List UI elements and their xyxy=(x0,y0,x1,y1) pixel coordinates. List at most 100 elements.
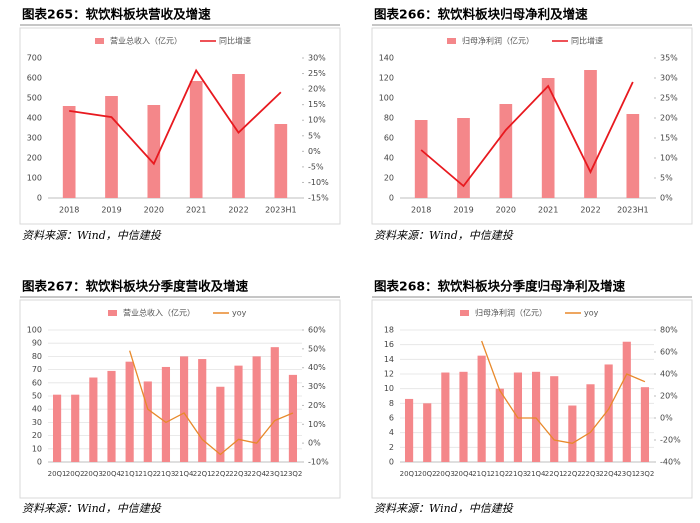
bar xyxy=(459,371,468,462)
y-tick-label: 600 xyxy=(27,74,42,83)
bar xyxy=(499,104,513,198)
legend-swatch xyxy=(460,310,469,316)
y2-tick-label: 15% xyxy=(660,134,678,143)
y2-tick-label: 30% xyxy=(308,54,326,63)
x-tick-label: 21Q3 xyxy=(508,470,527,478)
y-tick-label: 8 xyxy=(389,399,394,408)
x-tick-label: 23Q1 xyxy=(265,470,284,478)
y-tick-label: 700 xyxy=(27,54,42,63)
y2-tick-label: 60% xyxy=(660,348,678,357)
y-tick-label: 10 xyxy=(32,444,42,453)
y2-tick-label: 40% xyxy=(660,370,678,379)
legend-swatch xyxy=(447,38,456,44)
bar xyxy=(161,366,171,462)
y2-tick-label: 0% xyxy=(660,194,673,203)
y-tick-label: 20 xyxy=(384,174,394,183)
x-tick-label: 20Q2 xyxy=(418,470,437,478)
line-series xyxy=(481,340,646,444)
x-tick-label: 21Q3 xyxy=(156,470,175,478)
y-tick-label: 500 xyxy=(27,94,42,103)
chart-title: 图表266：软饮料板块归母净利及增速 xyxy=(374,7,588,22)
chart-frame xyxy=(371,299,693,499)
bar xyxy=(477,355,486,462)
bar xyxy=(52,394,62,462)
y-tick-label: 40 xyxy=(32,405,42,414)
x-tick-label: 21Q4 xyxy=(175,470,194,478)
y-tick-label: 6 xyxy=(389,414,394,423)
bar xyxy=(252,356,261,462)
x-tick-label: 2023H1 xyxy=(265,206,296,215)
bar xyxy=(198,359,207,462)
x-tick-label: 23Q2 xyxy=(635,470,654,478)
y-tick-label: 20 xyxy=(32,431,42,440)
x-tick-label: 20Q2 xyxy=(66,470,85,478)
x-tick-label: 2018 xyxy=(59,206,79,215)
y-tick-label: 0 xyxy=(37,194,42,203)
y2-tick-label: 20% xyxy=(308,85,326,94)
x-tick-label: 22Q2 xyxy=(563,470,582,478)
x-tick-label: 21Q1 xyxy=(472,470,491,478)
x-tick-label: 22Q2 xyxy=(211,470,230,478)
y2-tick-label: 20% xyxy=(660,114,678,123)
x-tick-label: 2022 xyxy=(580,206,600,215)
x-tick-label: 23Q2 xyxy=(283,470,302,478)
y2-tick-label: 25% xyxy=(660,94,678,103)
x-tick-label: 2020 xyxy=(496,206,516,215)
x-tick-label: 22Q4 xyxy=(599,470,618,478)
y2-tick-label: 60% xyxy=(308,326,326,335)
bar xyxy=(495,388,504,462)
x-tick-label: 22Q1 xyxy=(545,470,564,478)
y-tick-label: 70 xyxy=(32,365,42,374)
bar xyxy=(189,81,203,198)
bar xyxy=(216,386,225,462)
y-tick-label: 80 xyxy=(32,352,42,361)
x-tick-label: 22Q3 xyxy=(581,470,600,478)
x-tick-label: 2019 xyxy=(453,206,473,215)
bar xyxy=(414,120,428,198)
x-tick-label: 20Q4 xyxy=(102,470,121,478)
y2-tick-label: 20% xyxy=(308,401,326,410)
y-tick-label: 40 xyxy=(384,154,394,163)
y-tick-label: 100 xyxy=(27,326,42,335)
x-tick-label: 21Q2 xyxy=(490,470,509,478)
line-series xyxy=(69,68,282,166)
y-tick-label: 50 xyxy=(32,392,42,401)
legend-label: 归母净利润（亿元） xyxy=(475,308,547,318)
x-tick-label: 2020 xyxy=(144,206,164,215)
source-note: 资料来源：Wind，中信建投 xyxy=(22,229,162,242)
bar xyxy=(550,376,559,462)
y-tick-label: 14 xyxy=(384,355,394,364)
x-tick-label: 22Q3 xyxy=(229,470,248,478)
y2-tick-label: 10% xyxy=(660,154,678,163)
chart-title: 图表265：软饮料板块营收及增速 xyxy=(22,7,211,22)
y-tick-label: 18 xyxy=(384,326,394,335)
y-tick-label: 90 xyxy=(32,339,42,348)
x-tick-label: 20Q1 xyxy=(48,470,67,478)
y2-tick-label: 40% xyxy=(308,363,326,372)
bar xyxy=(531,371,541,462)
bar xyxy=(143,381,152,462)
legend-label: 营业总收入（亿元） xyxy=(123,308,195,318)
bar xyxy=(568,405,577,462)
y-tick-label: 10 xyxy=(384,384,394,393)
y-tick-label: 400 xyxy=(27,114,42,123)
y2-tick-label: -10% xyxy=(308,178,329,187)
y2-tick-label: 80% xyxy=(660,326,678,335)
bar xyxy=(423,403,432,462)
y2-tick-label: 5% xyxy=(308,131,321,140)
y2-tick-label: 5% xyxy=(660,174,673,183)
x-tick-label: 21Q1 xyxy=(120,470,139,478)
x-tick-label: 20Q3 xyxy=(84,470,103,478)
y-tick-label: 0 xyxy=(389,458,394,467)
y-tick-label: 12 xyxy=(384,370,394,379)
y2-tick-label: 30% xyxy=(660,74,678,83)
legend-label: 归母净利润（亿元） xyxy=(462,36,534,46)
chart-title: 图表268：软饮料板块分季度归母净利及增速 xyxy=(374,279,626,294)
chart-title: 图表267：软饮料板块分季度营收及增速 xyxy=(22,279,249,294)
bar xyxy=(604,364,613,462)
x-tick-label: 2022 xyxy=(228,206,248,215)
y2-tick-label: 20% xyxy=(660,392,678,401)
